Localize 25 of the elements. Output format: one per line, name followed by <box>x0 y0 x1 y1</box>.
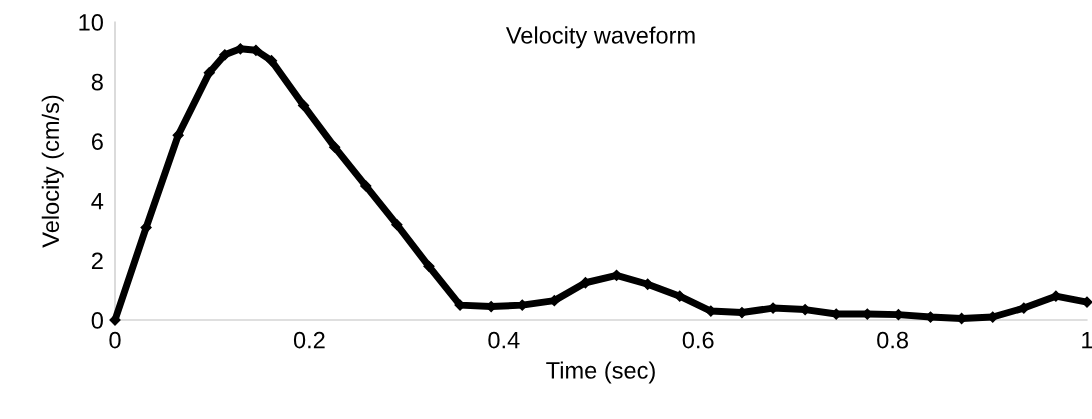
point <box>674 290 686 302</box>
point <box>203 67 215 79</box>
x-tick-label: 0.6 <box>682 331 714 349</box>
point <box>172 129 184 141</box>
y-tick-label: 6 <box>91 133 103 150</box>
y-tick-label: 4 <box>91 193 104 210</box>
x-axis-title: Time (sec) <box>546 361 655 384</box>
x-tick-label: 0.2 <box>293 331 325 349</box>
chart-title: Velocity waveform <box>505 26 695 49</box>
x-tick-label: 0.4 <box>488 331 520 349</box>
y-axis-title: Velocity (cm/s) <box>41 95 64 248</box>
point <box>219 49 231 61</box>
x-tick-label: 1 <box>1082 331 1092 349</box>
point <box>391 219 403 231</box>
y-tick-label: 2 <box>91 252 103 269</box>
point <box>423 260 435 272</box>
y-tick-label: 0 <box>91 312 103 329</box>
x-tick-label: 0.8 <box>877 331 908 349</box>
y-tick-label: 8 <box>91 73 103 91</box>
point <box>329 141 341 153</box>
point <box>265 55 278 67</box>
point <box>297 99 310 112</box>
point <box>360 180 372 192</box>
x-tick-label: 0 <box>109 331 121 349</box>
y-tick-label: 10 <box>79 14 103 31</box>
